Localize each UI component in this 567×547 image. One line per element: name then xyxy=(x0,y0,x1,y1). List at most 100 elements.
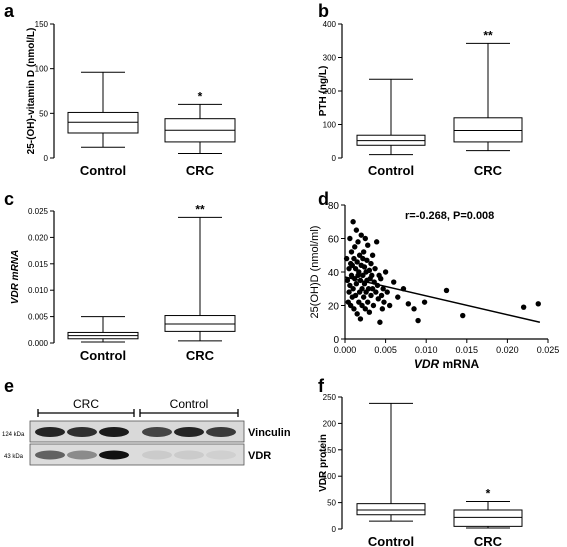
data-point xyxy=(350,219,356,225)
y-axis-title: PTH (ng/L) xyxy=(318,66,329,117)
panel-b-boxplot: 0 100 200 300 400 PTH (ng/L) Control CRC ** xyxy=(318,20,523,178)
y-tick-label: 150 xyxy=(35,20,49,29)
vinculin-band xyxy=(206,427,236,437)
x-tick-label: 0.005 xyxy=(374,345,397,355)
vinculin-band xyxy=(35,427,65,437)
y-tick-label: 100 xyxy=(323,472,337,481)
y-axis-title: VDR mRNA xyxy=(10,250,21,304)
data-point xyxy=(356,299,362,305)
data-point xyxy=(460,312,466,319)
data-point xyxy=(366,267,373,274)
panel-c-boxplot: 0.000 0.005 0.010 0.015 0.020 0.025 VDR mRNA Co… xyxy=(10,202,236,363)
y-tick-label: 50 xyxy=(39,109,48,118)
data-point xyxy=(378,292,385,299)
y-tick-label: 50 xyxy=(327,499,336,508)
data-point xyxy=(353,281,360,287)
box-iqr xyxy=(453,509,523,527)
data-point xyxy=(368,260,374,267)
x-category-label: CRC xyxy=(474,163,503,178)
y-axis-title: 25(OH)D (nmol/ml) xyxy=(309,226,321,319)
data-point xyxy=(415,317,421,324)
x-category-label: CRC xyxy=(186,163,215,178)
data-point xyxy=(411,306,417,312)
data-point xyxy=(380,286,386,292)
y-tick-label: 0.005 xyxy=(28,313,49,322)
data-point xyxy=(370,302,377,309)
data-point xyxy=(360,272,366,279)
panel-label-c: c xyxy=(4,189,14,209)
data-point xyxy=(360,249,367,255)
vdr-band xyxy=(206,450,236,460)
data-point xyxy=(395,294,401,300)
correlation-annotation: r=-0.268, P=0.008 xyxy=(405,210,494,222)
x-tick-label: 0.015 xyxy=(456,345,479,355)
data-point xyxy=(365,286,372,292)
vdr-band xyxy=(174,450,204,460)
vdr-band xyxy=(67,450,97,460)
y-tick-label: 0.000 xyxy=(28,339,49,348)
significance-marker: ** xyxy=(483,28,493,42)
box-iqr xyxy=(356,503,426,516)
data-point xyxy=(382,269,389,275)
data-point xyxy=(364,257,370,263)
x-category-label: Control xyxy=(368,163,414,178)
data-point xyxy=(372,265,378,272)
data-point xyxy=(421,299,428,305)
significance-marker: * xyxy=(198,89,203,103)
y-tick-label: 0 xyxy=(332,525,337,534)
panel-label-a: a xyxy=(4,1,15,21)
data-point xyxy=(351,306,357,312)
y-tick-label: 200 xyxy=(323,87,337,96)
data-point xyxy=(362,306,368,312)
y-tick-label: 0 xyxy=(333,335,339,346)
data-point xyxy=(373,239,380,245)
marker-label: 124 kDa xyxy=(2,432,25,438)
data-point xyxy=(360,255,366,262)
y-tick-label: 100 xyxy=(323,121,337,130)
data-point xyxy=(359,302,365,309)
data-point xyxy=(343,255,350,262)
panel-f-boxplot: 0 50 100 150 200 250 VDR protein Control CRC * xyxy=(318,393,523,547)
box-iqr xyxy=(453,117,523,143)
data-point xyxy=(354,259,360,265)
vinculin-band xyxy=(142,427,172,437)
vinculin-band xyxy=(174,427,204,437)
data-point xyxy=(369,252,376,258)
x-axis-title: VDR mRNA xyxy=(414,357,480,371)
x-category-label: CRC xyxy=(474,534,503,547)
x-tick-label: 0.020 xyxy=(496,345,519,355)
data-point xyxy=(386,302,393,309)
significance-marker: * xyxy=(486,487,491,501)
group-label: Control xyxy=(170,397,209,411)
vdr-band xyxy=(99,450,129,460)
vdr-band xyxy=(35,450,65,460)
data-point xyxy=(356,269,362,275)
data-point xyxy=(352,244,358,250)
x-category-label: CRC xyxy=(186,348,215,363)
data-point xyxy=(377,319,383,325)
data-point xyxy=(381,299,387,305)
data-point xyxy=(346,265,352,272)
data-point xyxy=(384,289,390,295)
box-iqr xyxy=(164,315,236,332)
x-axis-title-italic: VDR xyxy=(414,357,440,371)
y-tick-label: 0.025 xyxy=(28,207,49,216)
y-tick-label: 0.015 xyxy=(28,260,49,269)
data-point xyxy=(375,296,381,302)
vinculin-band xyxy=(67,427,97,437)
data-point xyxy=(535,301,541,307)
data-point xyxy=(354,311,360,317)
y-tick-label: 250 xyxy=(323,393,337,402)
band-label: VDR xyxy=(248,450,271,462)
data-point xyxy=(405,301,412,307)
data-point xyxy=(358,232,364,238)
y-tick-label: 0 xyxy=(44,154,49,163)
data-point xyxy=(352,265,359,272)
y-tick-label: 20 xyxy=(328,302,340,313)
data-point xyxy=(520,304,527,310)
y-axis-title: VDR protein xyxy=(318,434,329,492)
data-point xyxy=(347,282,353,289)
y-tick-label: 100 xyxy=(35,65,49,74)
